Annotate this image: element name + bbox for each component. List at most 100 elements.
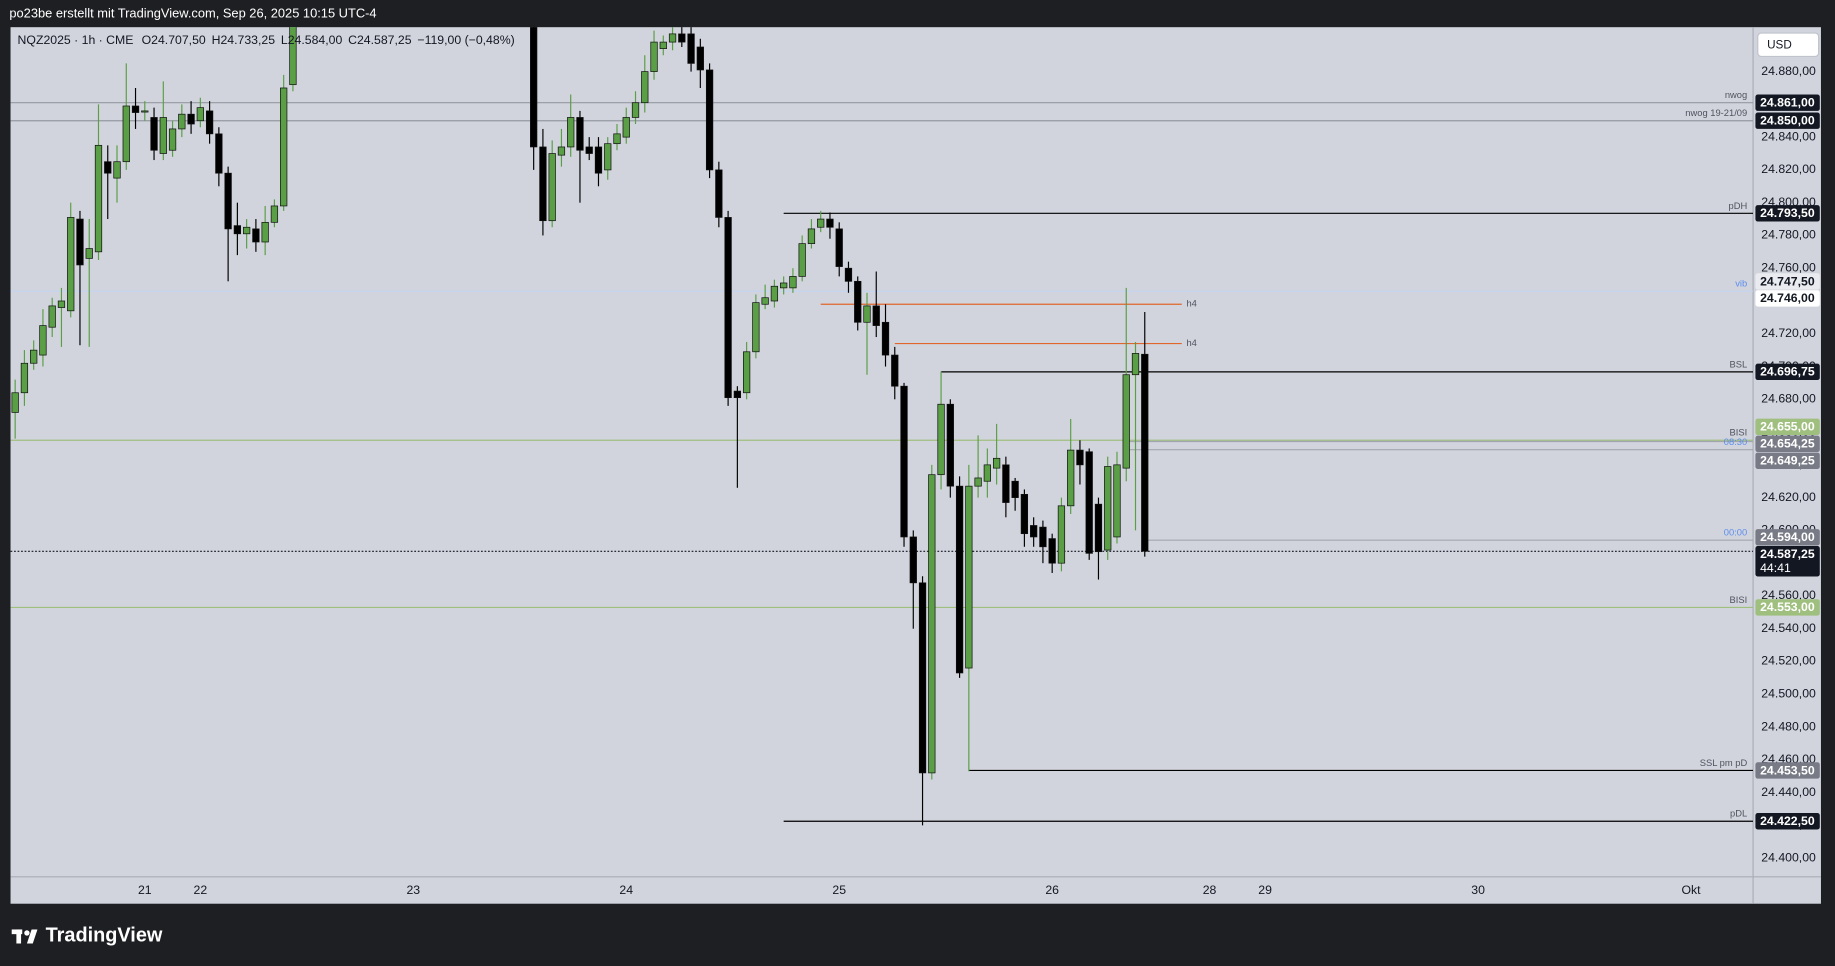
candle-body: [57, 300, 66, 308]
candle-body: [1039, 526, 1047, 548]
candle-body: [252, 228, 260, 243]
price-box-label: 24.553,00: [1760, 600, 1815, 614]
level-name: BISI: [1730, 595, 1748, 605]
y-tick-label: 24.820,00: [1761, 162, 1816, 176]
candle-body: [946, 403, 954, 487]
level-name: BISI: [1730, 428, 1748, 438]
candle-body: [113, 161, 121, 179]
candle-body: [761, 297, 769, 305]
candle-body: [76, 218, 84, 266]
candle-body: [196, 107, 204, 122]
candle-body: [835, 228, 843, 267]
y-tick-label: 24.540,00: [1761, 621, 1816, 635]
candle-body: [918, 582, 927, 774]
x-tick-label: 26: [1045, 883, 1059, 897]
x-tick-label: 21: [138, 883, 152, 897]
ohlc-change: −119,00 (−0,48%): [417, 33, 514, 47]
price-box-label: 24.793,50: [1760, 206, 1815, 220]
candle-body: [1076, 449, 1084, 466]
ohlc-open: O24.707,50: [142, 33, 206, 47]
candle-body: [11, 392, 19, 413]
candle-body: [807, 228, 816, 244]
candle-body: [854, 280, 862, 323]
price-box: [1755, 452, 1820, 469]
candle-body: [900, 385, 908, 538]
candle-body: [863, 305, 871, 323]
candle-body: [650, 41, 658, 72]
candle-body: [881, 321, 890, 356]
currency-box[interactable]: [1757, 32, 1820, 58]
price-box-label: 24.696,75: [1760, 365, 1815, 379]
y-tick-label: 24.480,00: [1761, 719, 1816, 733]
candle-body: [770, 285, 779, 302]
price-box-label: 24.746,00: [1760, 291, 1815, 305]
candle-body: [1113, 464, 1121, 538]
y-tick-label: 24.500,00: [1761, 687, 1816, 701]
legend: NQZ2025 · 1h · CME O24.707,50 H24.733,25 L2…: [18, 33, 515, 47]
candle-body: [131, 105, 140, 113]
candle-body: [1067, 449, 1075, 507]
level-name: nwog 19-21/09: [1685, 108, 1747, 118]
candle-body: [585, 146, 593, 154]
candle-body: [974, 477, 982, 487]
candle-body: [1030, 525, 1038, 538]
price-box-label: 24.649,25: [1760, 454, 1815, 468]
y-tick-label: 24.720,00: [1761, 326, 1816, 340]
logo-stem: [16, 929, 22, 944]
candle-body: [622, 117, 630, 138]
candle-body: [798, 243, 806, 277]
x-tick-label: 28: [1203, 883, 1217, 897]
candle-body: [576, 117, 584, 151]
axes: 24.400,0024.420,0024.440,0024.460,0024.4…: [138, 64, 1820, 897]
candle-body: [733, 390, 741, 399]
symbol: NQZ2025 · 1h · CME: [18, 33, 134, 47]
price-box-label: 24.654,25: [1760, 437, 1815, 451]
x-tick-label: 24: [619, 883, 633, 897]
candle-body: [965, 485, 973, 669]
brand: TradingView: [46, 925, 163, 947]
candle-body: [85, 248, 93, 259]
level-name: h4: [1186, 338, 1196, 348]
price-box-label: 24.861,00: [1760, 96, 1815, 110]
logo-dot: [24, 930, 30, 936]
candle-body: [696, 46, 704, 71]
candle-body: [817, 218, 825, 228]
ohlc-high: H24.733,25: [212, 33, 276, 47]
candle-body: [604, 143, 612, 171]
price-box: [1755, 546, 1820, 577]
candle-body: [992, 457, 1001, 469]
chart-background: [10, 27, 1821, 904]
candle-body: [668, 33, 677, 43]
price-box: [1755, 762, 1820, 779]
candle-body: [631, 102, 640, 118]
candle-body: [1122, 374, 1130, 469]
currency[interactable]: USD: [1767, 38, 1792, 51]
price-box-label: 24.655,00: [1760, 420, 1815, 434]
candle-body: [659, 41, 667, 49]
candle-body: [280, 87, 288, 207]
candle-body: [742, 351, 751, 394]
candle-body: [687, 33, 695, 64]
y-tick-label: 24.780,00: [1761, 228, 1816, 242]
level-name: h4: [1186, 299, 1196, 309]
y-tick-label: 24.400,00: [1761, 850, 1816, 864]
candle-body: [557, 146, 566, 156]
level-name: 08:30: [1724, 437, 1747, 447]
candle-body: [780, 282, 788, 289]
candle-body: [1002, 464, 1010, 503]
candle-body: [641, 71, 649, 104]
candle-body: [724, 217, 732, 399]
x-tick-label: 22: [194, 883, 208, 897]
price-box-label: 24.594,00: [1760, 530, 1815, 544]
candle-body: [705, 69, 714, 171]
candle-body: [233, 225, 242, 235]
level-name: SSL pm pD: [1700, 758, 1748, 768]
y-tick-label: 24.880,00: [1761, 64, 1816, 78]
candle-body: [789, 276, 797, 289]
price-box: [1755, 273, 1820, 290]
price-box: [1755, 112, 1820, 129]
y-tick-label: 24.440,00: [1761, 785, 1816, 799]
candle-body: [678, 33, 686, 43]
candle-body: [30, 349, 38, 364]
